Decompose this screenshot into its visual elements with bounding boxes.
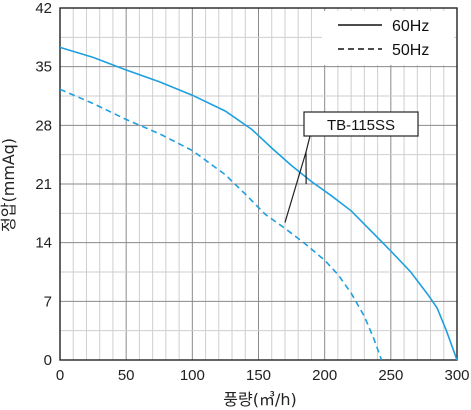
- tick-labels: 0 50 100 150 200 250 300 0 7 14 21 28 35 42: [35, 0, 469, 384]
- series-layer: [59, 46, 458, 361]
- legend: 60Hz 50Hz: [322, 11, 454, 65]
- y-tick-label: 0: [44, 352, 52, 369]
- y-tick-label: 21: [35, 176, 52, 193]
- y-axis-label: 정압(mmAq): [0, 138, 18, 232]
- x-tick-label: 300: [444, 367, 469, 384]
- legend-label-60Hz: 60Hz: [392, 18, 429, 35]
- legend-background: [322, 11, 454, 65]
- annotation-connector: [305, 135, 311, 153]
- y-tick-label: 14: [35, 235, 52, 252]
- annotation-pointer: [284, 151, 307, 223]
- annotation-box: [303, 111, 419, 137]
- grid: [59, 7, 458, 361]
- annotation-label: TB-115SS: [327, 117, 395, 134]
- x-tick-label: 250: [378, 367, 403, 384]
- y-tick-label: 7: [44, 293, 52, 310]
- x-tick-label: 0: [56, 367, 64, 384]
- x-tick-label: 50: [118, 367, 135, 384]
- x-tick-label: 100: [180, 367, 205, 384]
- x-tick-label: 200: [312, 367, 337, 384]
- plot-frame: [59, 7, 458, 361]
- series-line-60Hz: [59, 46, 458, 361]
- legend-label-50Hz: 50Hz: [392, 42, 429, 59]
- y-tick-label: 28: [35, 117, 52, 134]
- annotation: TB-115SS: [284, 111, 419, 223]
- series-line-50Hz: [59, 88, 383, 361]
- y-tick-label: 42: [35, 0, 52, 17]
- x-tick-label: 150: [246, 367, 271, 384]
- y-tick-label: 35: [35, 59, 52, 76]
- x-axis-label: 풍량(㎥/h): [223, 390, 296, 409]
